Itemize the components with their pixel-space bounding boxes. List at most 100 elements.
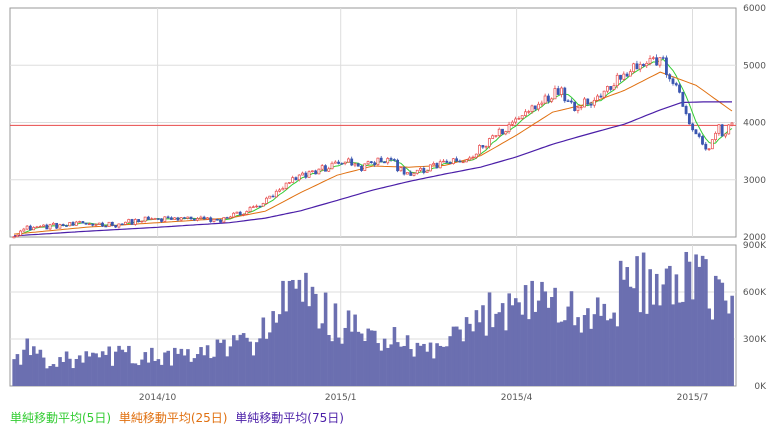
candle-body bbox=[261, 203, 265, 207]
volume-bar bbox=[432, 358, 436, 386]
volume-bar bbox=[182, 355, 187, 386]
candle-body bbox=[691, 123, 695, 131]
candle-body bbox=[668, 74, 672, 80]
volume-bar bbox=[491, 327, 495, 386]
candle-body bbox=[245, 211, 249, 215]
volume-bar bbox=[704, 259, 708, 386]
volume-bar bbox=[64, 351, 69, 386]
volume-tick-label: 0K bbox=[754, 382, 767, 392]
volume-bar bbox=[268, 332, 272, 386]
candle-body bbox=[265, 197, 268, 204]
date-tick-label: 2015/4 bbox=[501, 393, 533, 403]
candle-body bbox=[343, 161, 347, 164]
candle-body bbox=[297, 174, 301, 181]
volume-bar bbox=[363, 341, 367, 386]
candle-body bbox=[268, 195, 272, 199]
candle-body bbox=[87, 223, 91, 226]
volume-bar bbox=[392, 327, 397, 386]
candle-body bbox=[648, 58, 652, 64]
candle-body bbox=[12, 236, 16, 239]
volume-bar bbox=[114, 351, 118, 386]
candle-body bbox=[215, 218, 219, 221]
candle-body bbox=[543, 95, 547, 104]
candle-body bbox=[566, 100, 570, 102]
volume-bar bbox=[369, 330, 374, 386]
legend-item-ma75: 単純移動平均(75日) bbox=[235, 411, 344, 425]
candle-body bbox=[720, 124, 724, 137]
candle-body bbox=[478, 145, 481, 155]
candle-body bbox=[724, 133, 727, 137]
volume-bar bbox=[356, 331, 361, 386]
volume-bar bbox=[674, 274, 679, 386]
volume-bar bbox=[159, 364, 164, 386]
candle-body bbox=[202, 216, 206, 220]
volume-bar bbox=[730, 295, 734, 386]
candle-body bbox=[258, 205, 262, 208]
candle-body bbox=[517, 117, 521, 120]
candle-body bbox=[71, 222, 75, 226]
candle-body bbox=[22, 228, 26, 232]
candle-body bbox=[78, 221, 81, 223]
candle-body bbox=[520, 115, 524, 119]
volume-bar bbox=[405, 335, 410, 386]
volume-bar bbox=[353, 314, 357, 386]
volume-bar bbox=[41, 357, 46, 386]
volume-bar bbox=[277, 314, 282, 386]
volume-bar bbox=[648, 269, 652, 386]
volume-bar bbox=[645, 313, 649, 386]
candle-body bbox=[579, 106, 583, 109]
volume-bar bbox=[373, 330, 377, 386]
volume-bar bbox=[513, 298, 518, 386]
volume-bar bbox=[235, 340, 239, 386]
candle-body bbox=[137, 219, 140, 223]
candle-body bbox=[15, 234, 19, 238]
volume-bar bbox=[510, 305, 515, 386]
volume-bar bbox=[215, 339, 220, 386]
candle-body bbox=[560, 87, 563, 95]
volume-bar bbox=[218, 342, 223, 386]
volume-bar bbox=[294, 288, 298, 386]
volume-bar bbox=[468, 323, 472, 386]
volume-bar bbox=[481, 305, 485, 386]
volume-bar bbox=[343, 327, 348, 386]
candle-body bbox=[228, 216, 232, 219]
candle-body bbox=[330, 162, 334, 170]
candle-body bbox=[612, 85, 616, 90]
candle-body bbox=[455, 158, 459, 162]
candle-body bbox=[494, 135, 498, 137]
volume-bar bbox=[386, 347, 390, 386]
volume-bar bbox=[572, 325, 577, 386]
volume-bar bbox=[523, 285, 528, 386]
volume-bar bbox=[635, 256, 639, 386]
volume-bar bbox=[677, 302, 682, 386]
volume-bar bbox=[68, 358, 72, 386]
volume-bar bbox=[553, 287, 557, 386]
volume-bar bbox=[717, 279, 721, 386]
volume-bar bbox=[484, 335, 489, 386]
candle-body bbox=[183, 217, 186, 219]
candle-body bbox=[537, 103, 540, 110]
candle-body bbox=[55, 222, 59, 229]
candle-body bbox=[363, 163, 367, 171]
candle-body bbox=[278, 189, 281, 192]
candle-body bbox=[671, 78, 675, 84]
volume-bar bbox=[274, 322, 279, 386]
candle-body bbox=[19, 230, 22, 236]
candle-body bbox=[317, 168, 321, 175]
volume-bar bbox=[156, 359, 161, 386]
volume-bar bbox=[654, 273, 659, 386]
volume-bar bbox=[251, 355, 256, 386]
volume-bar bbox=[399, 346, 403, 386]
candle-body bbox=[451, 158, 455, 164]
candle-body bbox=[586, 98, 590, 105]
volume-bar bbox=[291, 279, 295, 386]
volume-bar bbox=[517, 302, 521, 386]
volume-bar bbox=[382, 338, 387, 386]
candle-body bbox=[307, 171, 311, 178]
candle-body bbox=[74, 221, 78, 226]
volume-bar bbox=[110, 365, 115, 386]
candle-body bbox=[638, 63, 642, 70]
date-tick-label: 2015/1 bbox=[325, 393, 357, 403]
candle-body bbox=[533, 105, 537, 110]
